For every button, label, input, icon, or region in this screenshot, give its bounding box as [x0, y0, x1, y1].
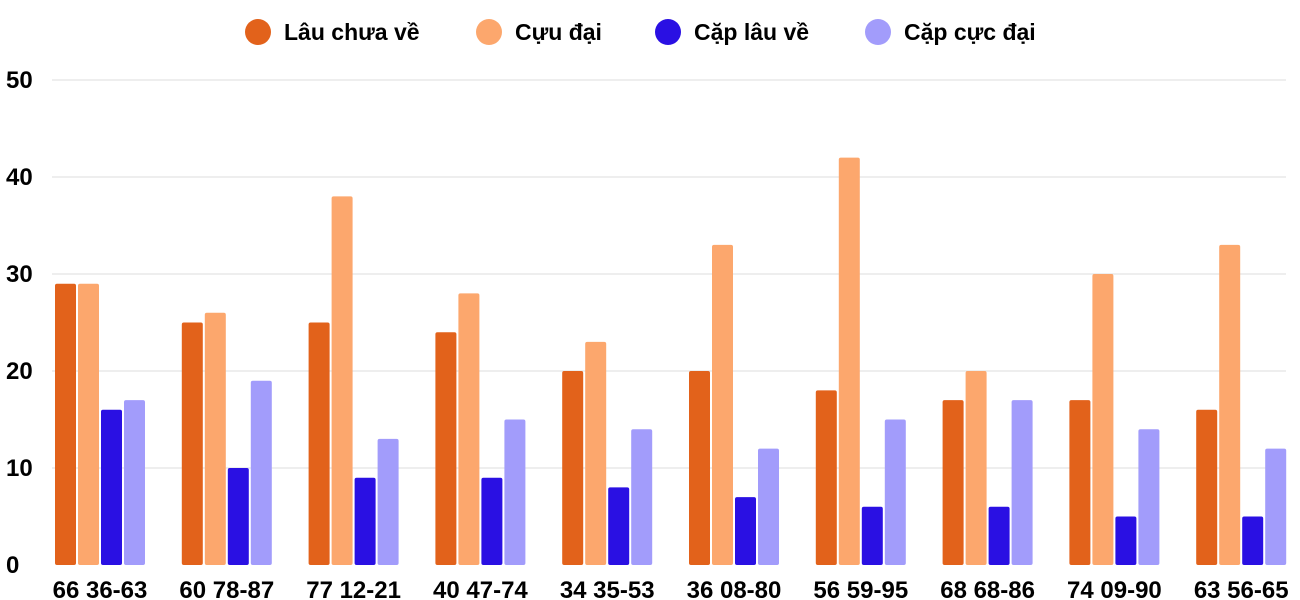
x-tick-label: 74 09-90	[1067, 577, 1162, 600]
bar-group	[181, 312, 272, 565]
bar	[884, 419, 906, 565]
y-tick-label: 30	[6, 261, 33, 288]
bar-group	[1196, 244, 1287, 565]
bar-group	[55, 283, 145, 565]
bar	[1138, 429, 1160, 565]
bar	[1069, 400, 1091, 565]
bar	[712, 244, 733, 565]
bar	[101, 409, 122, 565]
x-tick-label: 63 56-65	[1194, 577, 1289, 600]
y-tick-label: 10	[6, 455, 33, 482]
x-tick-label: 56 59-95	[813, 577, 908, 600]
y-axis: 0 10 20 30 40 50	[6, 67, 33, 579]
legend-item: Cặp cực đại	[865, 19, 1036, 45]
bar	[1265, 448, 1287, 565]
bar	[204, 312, 226, 565]
bar	[1092, 274, 1114, 565]
y-tick-label: 0	[6, 552, 19, 579]
bar	[608, 487, 630, 565]
bar	[308, 322, 330, 565]
bar	[1196, 409, 1218, 565]
bar	[458, 293, 480, 565]
bars	[55, 157, 1287, 565]
bar-group	[689, 244, 779, 565]
legend: Lâu chưa về Cựu đại Cặp lâu về Cặp cực đại	[245, 19, 1036, 45]
bar	[988, 506, 1010, 565]
x-tick-label: 66 36-63	[53, 577, 148, 600]
legend-label: Cặp lâu về	[694, 19, 809, 45]
bar	[815, 390, 837, 565]
bar	[250, 380, 272, 565]
bar-group	[562, 341, 653, 565]
bar	[861, 506, 883, 565]
bar	[965, 371, 987, 565]
y-tick-label: 50	[6, 67, 33, 94]
bar-group	[308, 196, 399, 565]
bar	[689, 371, 710, 565]
legend-label: Cựu đại	[515, 19, 602, 45]
legend-marker	[865, 19, 891, 45]
x-tick-label: 36 08-80	[687, 577, 782, 600]
bar	[181, 322, 203, 565]
legend-label: Cặp cực đại	[904, 19, 1036, 45]
legend-item: Cựu đại	[476, 19, 602, 45]
bar	[435, 332, 457, 565]
bar	[562, 371, 584, 565]
legend-marker	[655, 19, 681, 45]
x-tick-label: 68 68-86	[940, 577, 1035, 600]
bar-group	[435, 293, 526, 565]
legend-item: Lâu chưa về	[245, 19, 420, 45]
y-tick-label: 40	[6, 164, 33, 191]
legend-marker	[476, 19, 502, 45]
y-tick-label: 20	[6, 358, 33, 385]
bar	[354, 477, 376, 565]
bar	[585, 341, 607, 565]
bar	[1011, 400, 1033, 565]
bar	[331, 196, 353, 565]
x-tick-label: 60 78-87	[179, 577, 274, 600]
bar	[1115, 516, 1137, 565]
x-tick-label: 34 35-53	[560, 577, 655, 600]
bar	[1242, 516, 1264, 565]
legend-marker	[245, 19, 271, 45]
bar	[55, 283, 76, 565]
bar	[838, 157, 860, 565]
bar-group	[815, 157, 906, 565]
bar	[227, 468, 249, 565]
x-tick-label: 40 47-74	[433, 577, 528, 600]
bar	[124, 400, 145, 565]
x-tick-label: 77 12-21	[306, 577, 401, 600]
bar	[1219, 244, 1241, 565]
bar	[377, 438, 399, 565]
bar	[504, 419, 526, 565]
bar	[631, 429, 653, 565]
bar	[481, 477, 503, 565]
x-axis: 66 36-63 60 78-87 77 12-21 40 47-74 34 35-53…	[53, 577, 1289, 600]
bar	[758, 448, 779, 565]
bar	[942, 400, 964, 565]
bar	[78, 283, 99, 565]
legend-label: Lâu chưa về	[284, 19, 420, 45]
legend-item: Cặp lâu về	[655, 19, 809, 45]
bar	[735, 497, 756, 565]
bar-group	[942, 371, 1033, 565]
bar-group	[1069, 274, 1160, 565]
